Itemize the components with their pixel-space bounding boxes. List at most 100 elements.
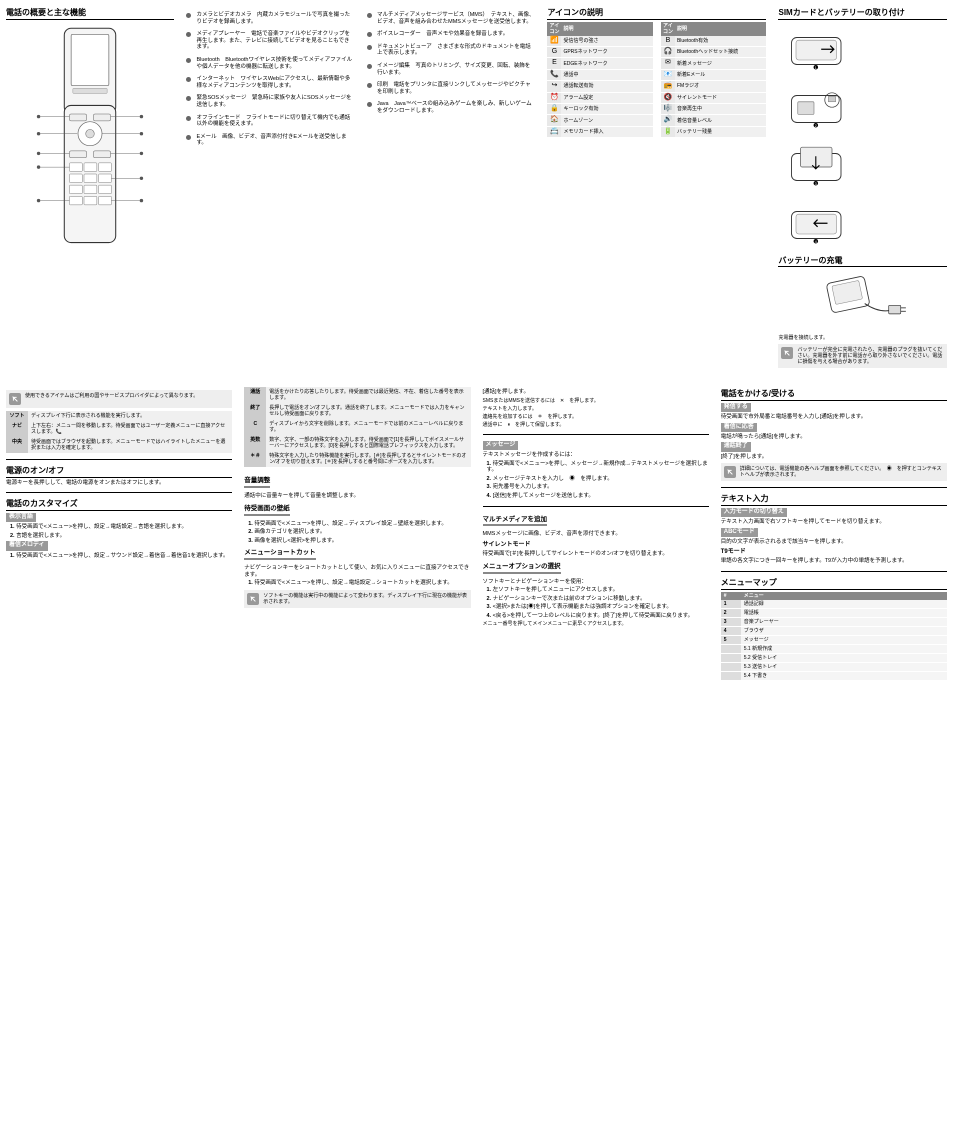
gprs-icon: G [547, 46, 561, 57]
key-desc: ディスプレイから文字を削除します。メニューモードでは前のメニューレベルに戻ります… [266, 419, 470, 435]
menu-step-3: 3. <選択>または[◉]を押して表示機能または強調オプションを確定します。 [487, 604, 709, 611]
th-desc: 説明 [561, 22, 653, 36]
send-key-line: [通話]を押します。 [483, 389, 709, 396]
t9-heading: T9モード [721, 549, 947, 556]
note-icon [724, 466, 736, 478]
wallpaper-step-3: 3. 画像を選択し<選択>を押します。 [248, 538, 470, 545]
feature-item: ボイスレコーダー 音声メモや効果音を録音します。 [367, 31, 535, 38]
forward-icon: ↪ [547, 81, 561, 92]
abc-text: 目的の文字が表示されるまで該当キーを押します。 [721, 539, 947, 546]
menu-title: 電話帳 [741, 608, 947, 617]
msg-step-4: 4. [送信]を押してメッセージを送信します。 [487, 493, 709, 500]
msg-step-1: 1. 待受画面で<メニュー>を押し、メッセージ→新規作成→テキストメッセージを選… [487, 461, 709, 474]
menu-title: メッセージ [741, 635, 947, 644]
icon-desc: 音楽再生中 [675, 103, 767, 114]
note-icon [781, 347, 793, 359]
media-text: MMSメッセージに画像、ビデオ、音声を添付できます。 [483, 531, 709, 538]
col-phone-overview: 電話の概要と主な機能 [4, 4, 176, 373]
menu-num: 1 [721, 600, 741, 609]
end-call-heading: 通話終了 [721, 442, 751, 451]
menu-num [721, 662, 741, 671]
power-text: 電源キーを長押しして、電話の電源をオンまたはオフにします。 [6, 480, 232, 487]
lang-subheading: 表示言語 [6, 513, 36, 522]
feature-item: 印刷 電話をプリンタに直接リンクしてメッセージやピクチャを印刷します。 [367, 82, 535, 95]
bluetooth-icon: B [661, 36, 675, 47]
install-diagrams: 1 2 3 4 [778, 24, 946, 252]
key-desc: 電話をかけたり応答したりします。待受画面では最近発信、不在、着信した番号を表示し… [266, 387, 470, 403]
svg-text:3: 3 [815, 182, 817, 186]
icon-desc: GPRSネットワーク [561, 46, 653, 57]
note-text: ソフトキーの機能は実行中の機能によって変わります。ディスプレイ下行に現在の機能が… [263, 593, 467, 605]
menu-num [721, 644, 741, 653]
col-features-a: カメラとビデオカメラ 内蔵カメラモジュールで写真を撮ったりビデオを録画します。 … [184, 4, 356, 373]
call-icon: 📞 [547, 69, 561, 80]
key-label: ナビ [6, 421, 28, 437]
battery-icon: 🔋 [661, 126, 675, 137]
page-row-2: 使用できるアイテムはご利用の国やサービスプロバイダによって異なります。 ソフトデ… [4, 385, 949, 682]
softkey-note: ソフトキーの機能は実行中の機能によって変わります。ディスプレイ下行に現在の機能が… [244, 590, 470, 608]
text-entry-heading: テキスト入力 [721, 494, 947, 506]
wallpaper-step-2: 2. 画像カテゴリを選択します。 [248, 529, 470, 536]
menu-title: 通話記録 [741, 600, 947, 609]
col-messages-menu: [通話]を押します。 SMSまたはMMSを送信するには ✕ を押します。 テキス… [481, 385, 711, 682]
menu-step-1: 1. 左ソフトキーを押してメニューにアクセスします。 [487, 587, 709, 594]
charge-step: 充電器を接続します。 [778, 335, 946, 341]
icon-desc: 受信信号の強さ [561, 36, 653, 47]
key-desc: 数字、文字、一部の特殊文字を入力します。待受画面で[1]を長押ししてボイスメール… [266, 435, 470, 451]
icon-desc: EDGEネットワーク [561, 58, 653, 69]
menu-title: ブラウザ [741, 626, 947, 635]
menu-title: 5.1 新規作成 [741, 644, 947, 653]
th-icon: アイコン [661, 22, 675, 36]
feature-list-b: マルチメディアメッセージサービス（MMS） テキスト、画像、ビデオ、音声を組み合… [367, 12, 535, 115]
icon-desc: サイレントモード [675, 92, 767, 103]
phone-title: 電話の概要と主な機能 [6, 8, 174, 20]
col-keys2-custom: 通話電話をかけたり応答したりします。待受画面では最近発信、不在、着信した番号を表… [242, 385, 472, 682]
customize-heading: 電話のカスタマイズ [6, 499, 232, 511]
install-step-4-diagram: 4 [778, 198, 868, 252]
charge-diagram [803, 271, 923, 331]
th-desc: 説明 [675, 22, 767, 36]
feature-item: オフラインモード フライトモードに切り替えて機内でも通話以外の機能を使えます。 [186, 115, 354, 128]
svg-text:1: 1 [815, 66, 817, 70]
svg-text:2: 2 [815, 124, 817, 128]
key-table-1: ソフトディスプレイ下行に表示される機能を実行します。 ナビ上下左右：メニュー間を… [6, 411, 232, 453]
edge-icon: E [547, 58, 561, 69]
feature-list-a: カメラとビデオカメラ 内蔵カメラモジュールで写真を撮ったりビデオを録画します。 … [186, 12, 354, 147]
menu-num: 2 [721, 608, 741, 617]
icon-desc: Bluetoothヘッドセット接続 [675, 46, 767, 57]
feature-item: イメージ編集 写真のトリミング、サイズ変更、回転、装飾を行います。 [367, 63, 535, 76]
icon-desc: 新着メッセージ [675, 58, 767, 69]
availability-note: 使用できるアイテムはご利用の国やサービスプロバイダによって異なります。 [6, 390, 232, 408]
menu-select-text: ソフトキーとナビゲーションキーを使用： [483, 579, 709, 586]
menumap-heading: メニューマップ [721, 578, 947, 590]
volume-icon: 🔊 [661, 115, 675, 126]
lock-icon: 🔒 [547, 103, 561, 114]
icon-desc: 新着Eメール [675, 69, 767, 80]
install-title: SIMカードとバッテリーの取り付け [778, 8, 946, 20]
col-icon-tables: アイコンの説明 アイコン説明 📶受信信号の強さ GGPRSネットワーク EEDG… [545, 4, 768, 373]
charge-title: バッテリーの充電 [778, 256, 946, 268]
mode-heading: 入力モードの切り替え [721, 508, 787, 517]
home-icon: 🏠 [547, 115, 561, 126]
answer-heading: 着信に応答 [721, 423, 757, 432]
mode-text: テキスト入力画面で右ソフトキーを押してモードを切り替えます。 [721, 519, 947, 526]
charge-note: バッテリーが完全に充電されたら、充電器のプラグを抜いてください。充電器を外す前に… [778, 344, 946, 368]
power-heading: 電源のオン/オフ [6, 466, 232, 478]
feature-item: 緊急SOSメッセージ 緊急時に家族や友人にSOSメッセージを送信します。 [186, 95, 354, 108]
key-label: ソフト [6, 411, 28, 421]
abc-heading: ABCモード [721, 528, 758, 537]
icon-table-right: アイコン説明 BBluetooth有効 🎧Bluetoothヘッドセット接続 ✉… [661, 22, 767, 139]
key-desc: ディスプレイ下行に表示される機能を実行します。 [28, 411, 232, 421]
card-icon: 📇 [547, 126, 561, 137]
menu-title: 5.4 下書き [741, 671, 947, 680]
radio-icon: 📻 [661, 81, 675, 92]
wallpaper-heading: 待受画面の壁紙 [244, 505, 290, 516]
lang-step-1: 1. 待受画面で<メニュー>を押し、設定→電話設定→言語を選択します。 [10, 524, 232, 531]
ring-subheading: 着信メロディ [6, 541, 48, 550]
icon-desc: バッテリー残量 [675, 126, 767, 137]
key-label: 終了 [244, 403, 266, 419]
guide-2: テキストを入力します。 [483, 406, 709, 412]
msg-step-2: 2. メッセージテキストを入力し ◉ を押します。 [487, 476, 709, 483]
music-icon: 🎼 [661, 103, 675, 114]
menu-num: 5 [721, 635, 741, 644]
